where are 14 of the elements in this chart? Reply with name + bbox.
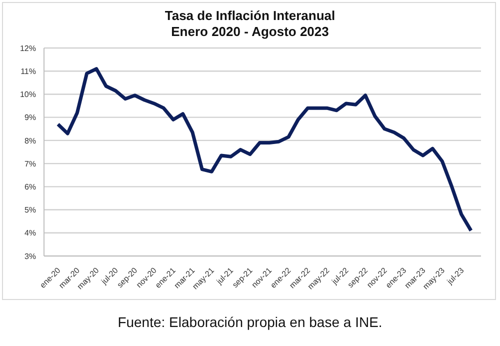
chart-subtitle: Enero 2020 - Agosto 2023: [170, 24, 330, 40]
y-tick-label: 4%: [24, 228, 36, 238]
y-tick-label: 11%: [20, 66, 36, 76]
y-tick-label: 6%: [24, 182, 36, 192]
y-tick-label: 10%: [20, 90, 36, 100]
line-series: [56, 67, 473, 232]
y-tick-label: 12%: [20, 44, 36, 53]
y-tick-label: 9%: [24, 113, 36, 122]
y-tick-label: 7%: [24, 159, 36, 168]
y-tick-label: 3%: [24, 252, 36, 261]
chart-title: Tasa de Inflación Interanual: [164, 8, 336, 24]
y-tick-label: 5%: [24, 206, 36, 215]
y-tick-label: 8%: [24, 136, 36, 146]
source-note: Fuente: Elaboración propia en base a INE.: [116, 314, 384, 330]
